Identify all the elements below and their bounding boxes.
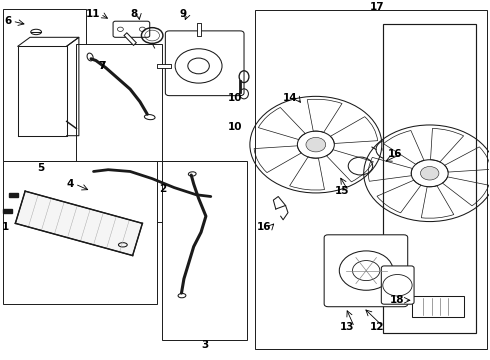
Text: 18: 18 xyxy=(390,295,405,305)
Text: 12: 12 xyxy=(369,322,384,332)
Text: 14: 14 xyxy=(283,93,298,103)
Text: 7: 7 xyxy=(98,61,106,71)
Text: 2: 2 xyxy=(159,184,167,194)
Bar xyxy=(76,161,245,221)
Circle shape xyxy=(306,138,326,152)
Text: 1: 1 xyxy=(2,222,9,232)
FancyBboxPatch shape xyxy=(113,21,150,37)
FancyBboxPatch shape xyxy=(381,266,414,304)
FancyArrow shape xyxy=(3,209,12,213)
Text: 10: 10 xyxy=(228,122,243,132)
Bar xyxy=(3,161,157,304)
Bar xyxy=(76,45,162,161)
Bar xyxy=(162,161,247,339)
Text: 6: 6 xyxy=(4,16,11,26)
Text: 9: 9 xyxy=(179,9,186,19)
Text: 4: 4 xyxy=(67,179,74,189)
Bar xyxy=(3,9,86,161)
FancyBboxPatch shape xyxy=(383,24,476,333)
FancyBboxPatch shape xyxy=(165,31,244,96)
Polygon shape xyxy=(15,191,143,256)
Text: 5: 5 xyxy=(37,163,45,173)
Text: 8: 8 xyxy=(130,9,137,19)
Text: 3: 3 xyxy=(201,340,208,350)
Text: 13: 13 xyxy=(340,322,355,332)
Text: 7: 7 xyxy=(98,61,106,71)
FancyBboxPatch shape xyxy=(324,235,408,307)
Text: 17: 17 xyxy=(369,2,384,12)
Bar xyxy=(255,10,487,348)
Circle shape xyxy=(420,167,439,180)
Text: 11: 11 xyxy=(86,9,101,19)
Text: 16: 16 xyxy=(388,149,403,159)
FancyArrow shape xyxy=(9,193,18,197)
Text: 10: 10 xyxy=(228,93,243,103)
FancyBboxPatch shape xyxy=(412,296,464,318)
Text: 15: 15 xyxy=(334,186,349,196)
Text: 16: 16 xyxy=(257,222,271,232)
